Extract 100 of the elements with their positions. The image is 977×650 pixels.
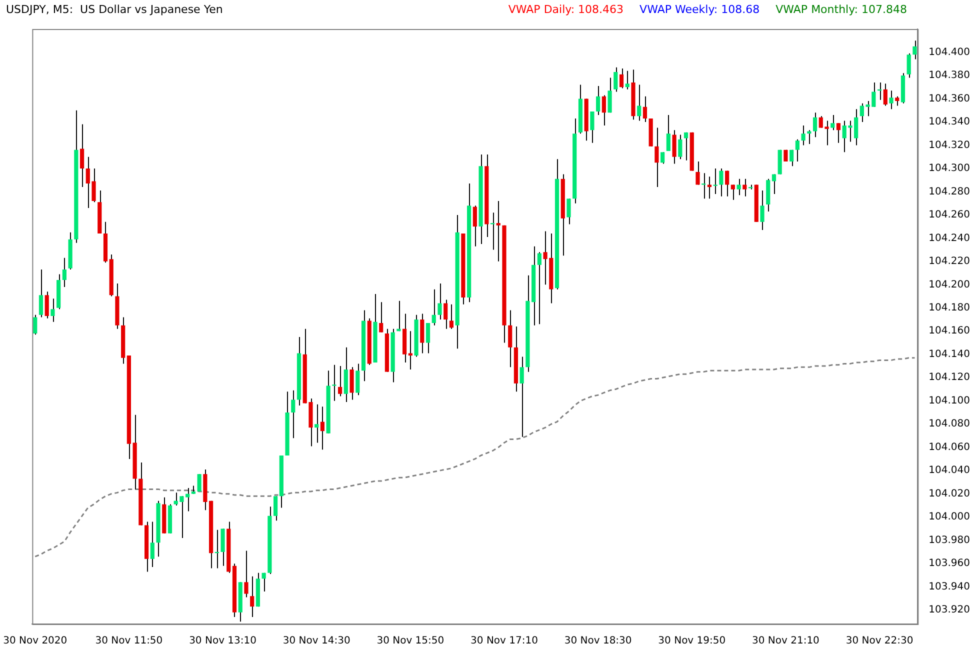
candlestick — [860, 102, 864, 122]
y-tick-label: 104.360 — [928, 93, 970, 104]
y-tick-label: 104.120 — [928, 372, 970, 384]
x-tick-label: 30 Nov 2020 — [3, 636, 68, 647]
candlestick — [619, 68, 624, 89]
y-tick-label: 104.080 — [928, 418, 970, 430]
candlestick — [590, 111, 594, 144]
candlestick — [602, 94, 606, 126]
candlestick — [713, 168, 718, 195]
candlestick — [320, 406, 325, 450]
candlestick — [44, 291, 49, 319]
y-tick-label: 103.940 — [928, 581, 970, 592]
candlestick — [350, 366, 354, 400]
candlestick — [332, 364, 336, 402]
candlestick — [625, 70, 630, 90]
candlestick — [508, 310, 512, 368]
candlestick — [291, 390, 296, 439]
y-tick-label: 104.020 — [928, 488, 970, 500]
chart-title: USDJPY, M5: US Dollar vs Japanese Yen — [6, 3, 223, 16]
candlestick — [906, 52, 911, 78]
candlestick — [666, 114, 670, 152]
candlestick — [736, 178, 741, 196]
candlestick — [420, 313, 424, 354]
y-tick-label: 103.960 — [928, 558, 970, 570]
candlestick — [520, 356, 524, 438]
y-tick-label: 104.380 — [928, 70, 970, 82]
candlestick — [262, 572, 266, 592]
y-tick-label: 104.260 — [928, 210, 970, 221]
candlestick — [790, 149, 794, 167]
y-tick-label: 104.040 — [928, 465, 970, 476]
candlestick — [637, 84, 642, 122]
candlestick — [642, 96, 648, 122]
y-tick-label: 104.280 — [928, 186, 970, 198]
candlestick — [672, 130, 676, 164]
candlestick — [33, 314, 38, 336]
text: VWAP Weekly: 108.68 — [640, 3, 760, 16]
y-tick-label: 104.300 — [928, 163, 970, 174]
candlestick — [496, 200, 500, 262]
y-tick-label: 104.340 — [928, 116, 970, 128]
candlestick — [50, 298, 55, 322]
x-tick-label: 30 Nov 15:50 — [376, 636, 444, 647]
candlestick — [889, 90, 894, 110]
candlestick — [273, 496, 278, 522]
candlestick — [250, 576, 254, 618]
y-tick-label: 104.140 — [928, 348, 970, 360]
candlestick — [596, 85, 600, 116]
candlestick — [314, 404, 319, 444]
candlestick — [678, 134, 682, 160]
y-tick-label: 104.320 — [928, 140, 970, 151]
candlestick — [608, 77, 612, 114]
candlestick — [449, 304, 454, 330]
candlestick — [356, 363, 360, 396]
text: VWAP Daily: 108.463 — [508, 3, 624, 16]
candlestick — [836, 122, 841, 144]
candlestick — [444, 299, 448, 330]
candlestick — [537, 252, 542, 325]
candlestick — [62, 257, 66, 288]
candlestick — [150, 521, 154, 568]
candlestick — [438, 283, 442, 320]
candlestick — [912, 40, 917, 60]
x-tick-label: 30 Nov 19:50 — [658, 636, 726, 647]
x-tick-label: 30 Nov 11:50 — [95, 636, 163, 647]
candlestick — [38, 269, 44, 318]
y-tick-label: 104.400 — [928, 46, 970, 58]
y-tick-label: 104.240 — [928, 232, 970, 244]
candlestick — [830, 114, 835, 131]
y-tick-label: 103.920 — [928, 604, 970, 616]
candlestick — [432, 288, 436, 326]
candlestick — [408, 330, 412, 370]
x-tick-label: 30 Nov 22:30 — [846, 636, 914, 647]
x-tick-label: 30 Nov 21:10 — [752, 636, 820, 647]
candlestick — [883, 83, 888, 106]
candlestick — [614, 66, 618, 92]
candlestick — [654, 127, 659, 188]
candlestick — [379, 302, 384, 333]
y-tick-label: 104.060 — [928, 442, 970, 453]
candlestick — [760, 190, 764, 231]
candlestick — [719, 168, 724, 197]
candlestick — [660, 152, 665, 164]
y-tick-label: 103.980 — [928, 534, 970, 546]
candlestick — [566, 198, 571, 225]
y-tick-label: 104.180 — [928, 302, 970, 314]
candlestick — [338, 366, 342, 397]
candlestick — [742, 178, 747, 197]
candlestick — [730, 184, 735, 200]
y-tick-label: 104.160 — [928, 326, 970, 337]
candlestick — [244, 550, 248, 598]
y-tick-label: 104.100 — [928, 395, 970, 406]
candlestick — [707, 176, 712, 200]
y-tick-label: 104.000 — [928, 512, 970, 523]
x-tick-label: 30 Nov 17:10 — [470, 636, 538, 647]
candlestick — [812, 112, 818, 138]
y-tick-label: 104.200 — [928, 279, 970, 290]
candlestick — [895, 96, 900, 106]
x-tick-label: 30 Nov 14:30 — [282, 636, 350, 647]
y-tick-label: 104.220 — [928, 256, 970, 268]
x-tick-label: 30 Nov 18:30 — [564, 636, 632, 647]
candlestick — [696, 160, 700, 186]
candlestick — [426, 322, 430, 354]
candlestick — [197, 474, 202, 492]
